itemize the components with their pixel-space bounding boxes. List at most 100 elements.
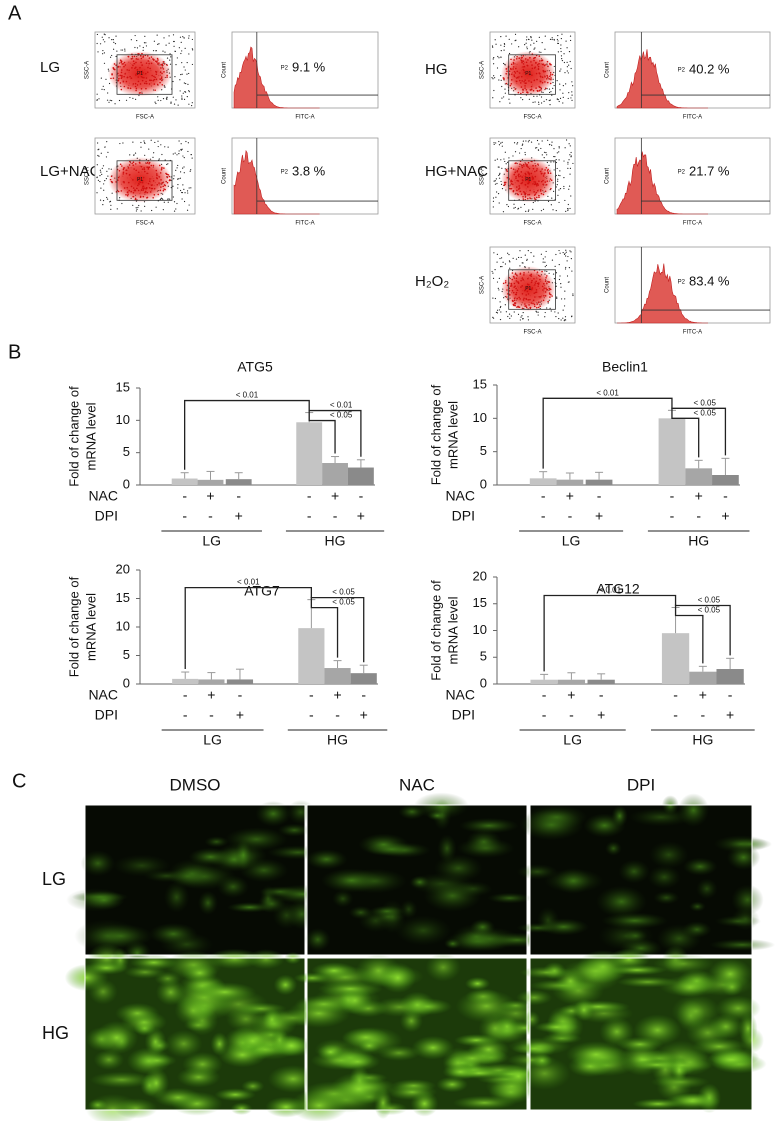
bar — [322, 463, 348, 485]
event-dot — [159, 81, 161, 84]
chart-title: ATG5 — [237, 359, 273, 375]
event-dot — [564, 268, 567, 270]
event-dot — [138, 204, 140, 207]
cell — [188, 847, 233, 867]
cell — [677, 793, 710, 828]
event-dot — [553, 155, 555, 158]
event-dot — [498, 202, 500, 204]
event-dot — [191, 38, 194, 41]
event-dot — [567, 255, 569, 258]
event-dot — [518, 79, 521, 82]
event-dot — [152, 180, 155, 182]
event-dot — [524, 44, 526, 46]
cell — [114, 1098, 158, 1119]
event-dot — [134, 189, 137, 192]
event-dot — [571, 270, 573, 272]
event-dot — [519, 272, 522, 275]
event-dot — [157, 43, 159, 45]
bar — [685, 468, 713, 485]
event-dot — [515, 280, 518, 282]
event-dot — [498, 166, 500, 168]
event-dot — [568, 159, 570, 161]
event-dot — [539, 305, 542, 308]
event-dot — [500, 36, 502, 38]
event-dot — [497, 287, 499, 290]
significance-label: < 0.05 — [693, 398, 716, 407]
event-dot — [536, 189, 539, 192]
event-dot — [129, 87, 132, 90]
event-dot — [523, 190, 525, 193]
event-dot — [181, 148, 183, 150]
cell — [89, 1071, 154, 1089]
event-dot — [499, 172, 501, 174]
cell — [329, 1072, 388, 1106]
event-dot — [539, 60, 541, 62]
event-dot — [536, 311, 538, 313]
cell — [536, 906, 560, 934]
event-dot — [515, 80, 518, 83]
event-dot — [107, 175, 109, 177]
event-dot — [541, 81, 544, 84]
event-dot — [175, 169, 177, 171]
y-axis-label: Fold of change of — [428, 580, 443, 681]
cell — [598, 921, 655, 951]
event-dot — [561, 33, 563, 35]
event-dot — [152, 156, 154, 158]
event-dot — [170, 101, 172, 103]
event-dot — [100, 77, 102, 79]
significance-bracket — [543, 594, 677, 672]
event-dot — [518, 46, 520, 48]
event-dot — [546, 81, 549, 84]
event-dot — [528, 73, 531, 76]
event-dot — [522, 68, 525, 71]
cell — [711, 1053, 754, 1066]
event-dot — [535, 183, 538, 185]
bar — [226, 679, 254, 684]
event-dot — [536, 64, 539, 66]
event-dot — [552, 209, 554, 211]
cell — [163, 881, 190, 913]
event-dot — [551, 73, 554, 76]
event-dot — [526, 186, 529, 188]
event-dot — [113, 48, 115, 50]
event-dot — [542, 179, 544, 182]
event-dot — [558, 147, 560, 149]
event-dot — [539, 278, 541, 281]
event-dot — [493, 63, 495, 65]
event-dot — [494, 269, 496, 271]
treatment-sign: + — [357, 508, 365, 524]
event-dot — [159, 172, 162, 174]
event-dot — [547, 172, 550, 175]
event-dot — [141, 64, 143, 66]
event-dot — [524, 58, 527, 60]
event-dot — [167, 201, 169, 203]
event-dot — [182, 36, 184, 38]
cell — [523, 1010, 541, 1028]
treatment-label: NAC — [445, 488, 475, 504]
event-dot — [141, 181, 144, 184]
treatment-sign: - — [728, 687, 733, 703]
event-dot — [568, 51, 571, 53]
event-dot — [555, 315, 557, 318]
event-dot — [556, 80, 558, 82]
event-dot — [155, 173, 158, 175]
event-dot — [523, 203, 526, 206]
event-dot — [102, 85, 104, 87]
event-dot — [535, 169, 538, 172]
event-dot — [544, 169, 546, 171]
event-dot — [527, 166, 529, 168]
event-dot — [548, 99, 550, 102]
event-dot — [530, 275, 533, 277]
event-dot — [162, 209, 164, 211]
event-dot — [527, 141, 530, 143]
event-dot — [135, 98, 137, 100]
event-dot — [179, 79, 181, 81]
event-dot — [551, 259, 554, 261]
event-dot — [514, 304, 516, 307]
event-dot — [152, 164, 155, 167]
y-axis-label: Fold of change of — [428, 384, 443, 485]
event-dot — [558, 100, 560, 103]
event-dot — [564, 298, 566, 300]
event-dot — [570, 251, 572, 253]
